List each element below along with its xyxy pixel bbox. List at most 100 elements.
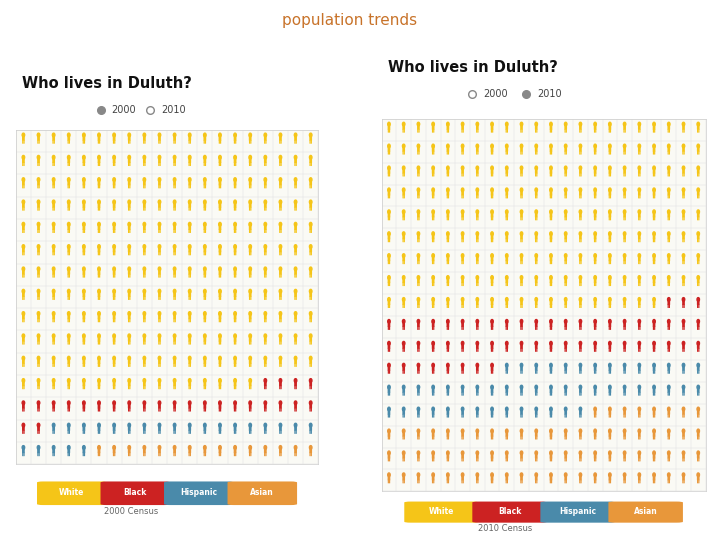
FancyBboxPatch shape — [69, 319, 70, 322]
FancyBboxPatch shape — [580, 217, 582, 220]
FancyBboxPatch shape — [234, 319, 235, 322]
FancyBboxPatch shape — [37, 274, 38, 278]
Circle shape — [683, 276, 685, 279]
Circle shape — [446, 407, 449, 411]
FancyBboxPatch shape — [667, 300, 670, 305]
FancyBboxPatch shape — [507, 305, 508, 308]
FancyBboxPatch shape — [249, 426, 251, 431]
FancyBboxPatch shape — [492, 436, 493, 440]
FancyBboxPatch shape — [462, 431, 464, 436]
FancyBboxPatch shape — [37, 163, 38, 166]
FancyBboxPatch shape — [564, 173, 566, 177]
FancyBboxPatch shape — [491, 212, 493, 218]
Circle shape — [143, 423, 145, 427]
FancyBboxPatch shape — [69, 386, 70, 389]
FancyBboxPatch shape — [608, 453, 611, 458]
FancyBboxPatch shape — [463, 173, 464, 177]
FancyBboxPatch shape — [579, 414, 580, 417]
FancyBboxPatch shape — [143, 163, 144, 166]
FancyBboxPatch shape — [564, 326, 566, 330]
FancyBboxPatch shape — [98, 225, 100, 230]
FancyBboxPatch shape — [128, 430, 129, 434]
FancyBboxPatch shape — [610, 370, 611, 374]
Circle shape — [653, 144, 655, 148]
FancyBboxPatch shape — [402, 305, 404, 308]
FancyBboxPatch shape — [624, 409, 626, 415]
FancyBboxPatch shape — [433, 195, 434, 198]
Circle shape — [264, 267, 266, 271]
FancyBboxPatch shape — [432, 480, 433, 483]
FancyBboxPatch shape — [204, 403, 206, 409]
FancyBboxPatch shape — [128, 336, 130, 342]
FancyBboxPatch shape — [432, 305, 433, 308]
FancyBboxPatch shape — [99, 363, 100, 367]
FancyBboxPatch shape — [550, 370, 551, 374]
FancyBboxPatch shape — [639, 239, 641, 242]
Circle shape — [204, 446, 206, 449]
FancyBboxPatch shape — [579, 453, 582, 458]
FancyBboxPatch shape — [158, 336, 161, 342]
FancyBboxPatch shape — [505, 366, 508, 371]
FancyBboxPatch shape — [402, 300, 405, 305]
FancyBboxPatch shape — [639, 151, 641, 154]
Circle shape — [98, 401, 100, 404]
FancyBboxPatch shape — [128, 386, 129, 389]
FancyBboxPatch shape — [114, 274, 115, 278]
FancyBboxPatch shape — [476, 129, 477, 133]
FancyBboxPatch shape — [638, 388, 641, 393]
FancyBboxPatch shape — [462, 212, 464, 218]
FancyBboxPatch shape — [638, 256, 641, 261]
FancyBboxPatch shape — [402, 458, 404, 461]
FancyBboxPatch shape — [189, 225, 191, 230]
Circle shape — [98, 289, 100, 293]
Circle shape — [476, 144, 479, 148]
FancyBboxPatch shape — [491, 392, 492, 396]
FancyBboxPatch shape — [113, 274, 114, 278]
Circle shape — [143, 245, 145, 248]
FancyBboxPatch shape — [143, 207, 144, 211]
Circle shape — [83, 222, 85, 226]
Circle shape — [204, 200, 206, 204]
FancyBboxPatch shape — [505, 305, 507, 308]
Circle shape — [143, 133, 145, 137]
FancyBboxPatch shape — [190, 386, 191, 389]
FancyBboxPatch shape — [234, 408, 235, 411]
FancyBboxPatch shape — [683, 436, 685, 440]
FancyBboxPatch shape — [404, 370, 405, 374]
Circle shape — [294, 379, 297, 382]
FancyBboxPatch shape — [505, 343, 508, 349]
Text: 2010: 2010 — [537, 89, 562, 99]
FancyBboxPatch shape — [595, 458, 596, 461]
Circle shape — [505, 451, 508, 455]
FancyBboxPatch shape — [160, 207, 161, 211]
Circle shape — [535, 144, 537, 148]
FancyBboxPatch shape — [566, 436, 567, 440]
FancyBboxPatch shape — [404, 260, 405, 264]
FancyBboxPatch shape — [624, 168, 626, 173]
Circle shape — [204, 334, 206, 338]
Circle shape — [53, 222, 55, 226]
FancyBboxPatch shape — [83, 225, 85, 230]
Circle shape — [446, 144, 449, 148]
FancyBboxPatch shape — [432, 388, 434, 393]
Circle shape — [432, 341, 434, 345]
FancyBboxPatch shape — [551, 436, 552, 440]
Circle shape — [310, 267, 312, 271]
FancyBboxPatch shape — [594, 239, 595, 242]
FancyBboxPatch shape — [281, 453, 282, 456]
FancyBboxPatch shape — [83, 269, 85, 275]
FancyBboxPatch shape — [491, 217, 492, 220]
FancyBboxPatch shape — [311, 319, 312, 322]
Circle shape — [579, 385, 582, 389]
FancyBboxPatch shape — [234, 403, 236, 409]
FancyBboxPatch shape — [69, 453, 70, 456]
FancyBboxPatch shape — [310, 381, 312, 386]
FancyBboxPatch shape — [491, 458, 492, 461]
Circle shape — [294, 178, 297, 181]
FancyBboxPatch shape — [669, 217, 670, 220]
FancyBboxPatch shape — [535, 388, 538, 393]
FancyBboxPatch shape — [143, 225, 145, 230]
FancyBboxPatch shape — [69, 363, 70, 367]
Circle shape — [564, 210, 567, 214]
FancyBboxPatch shape — [99, 296, 100, 300]
